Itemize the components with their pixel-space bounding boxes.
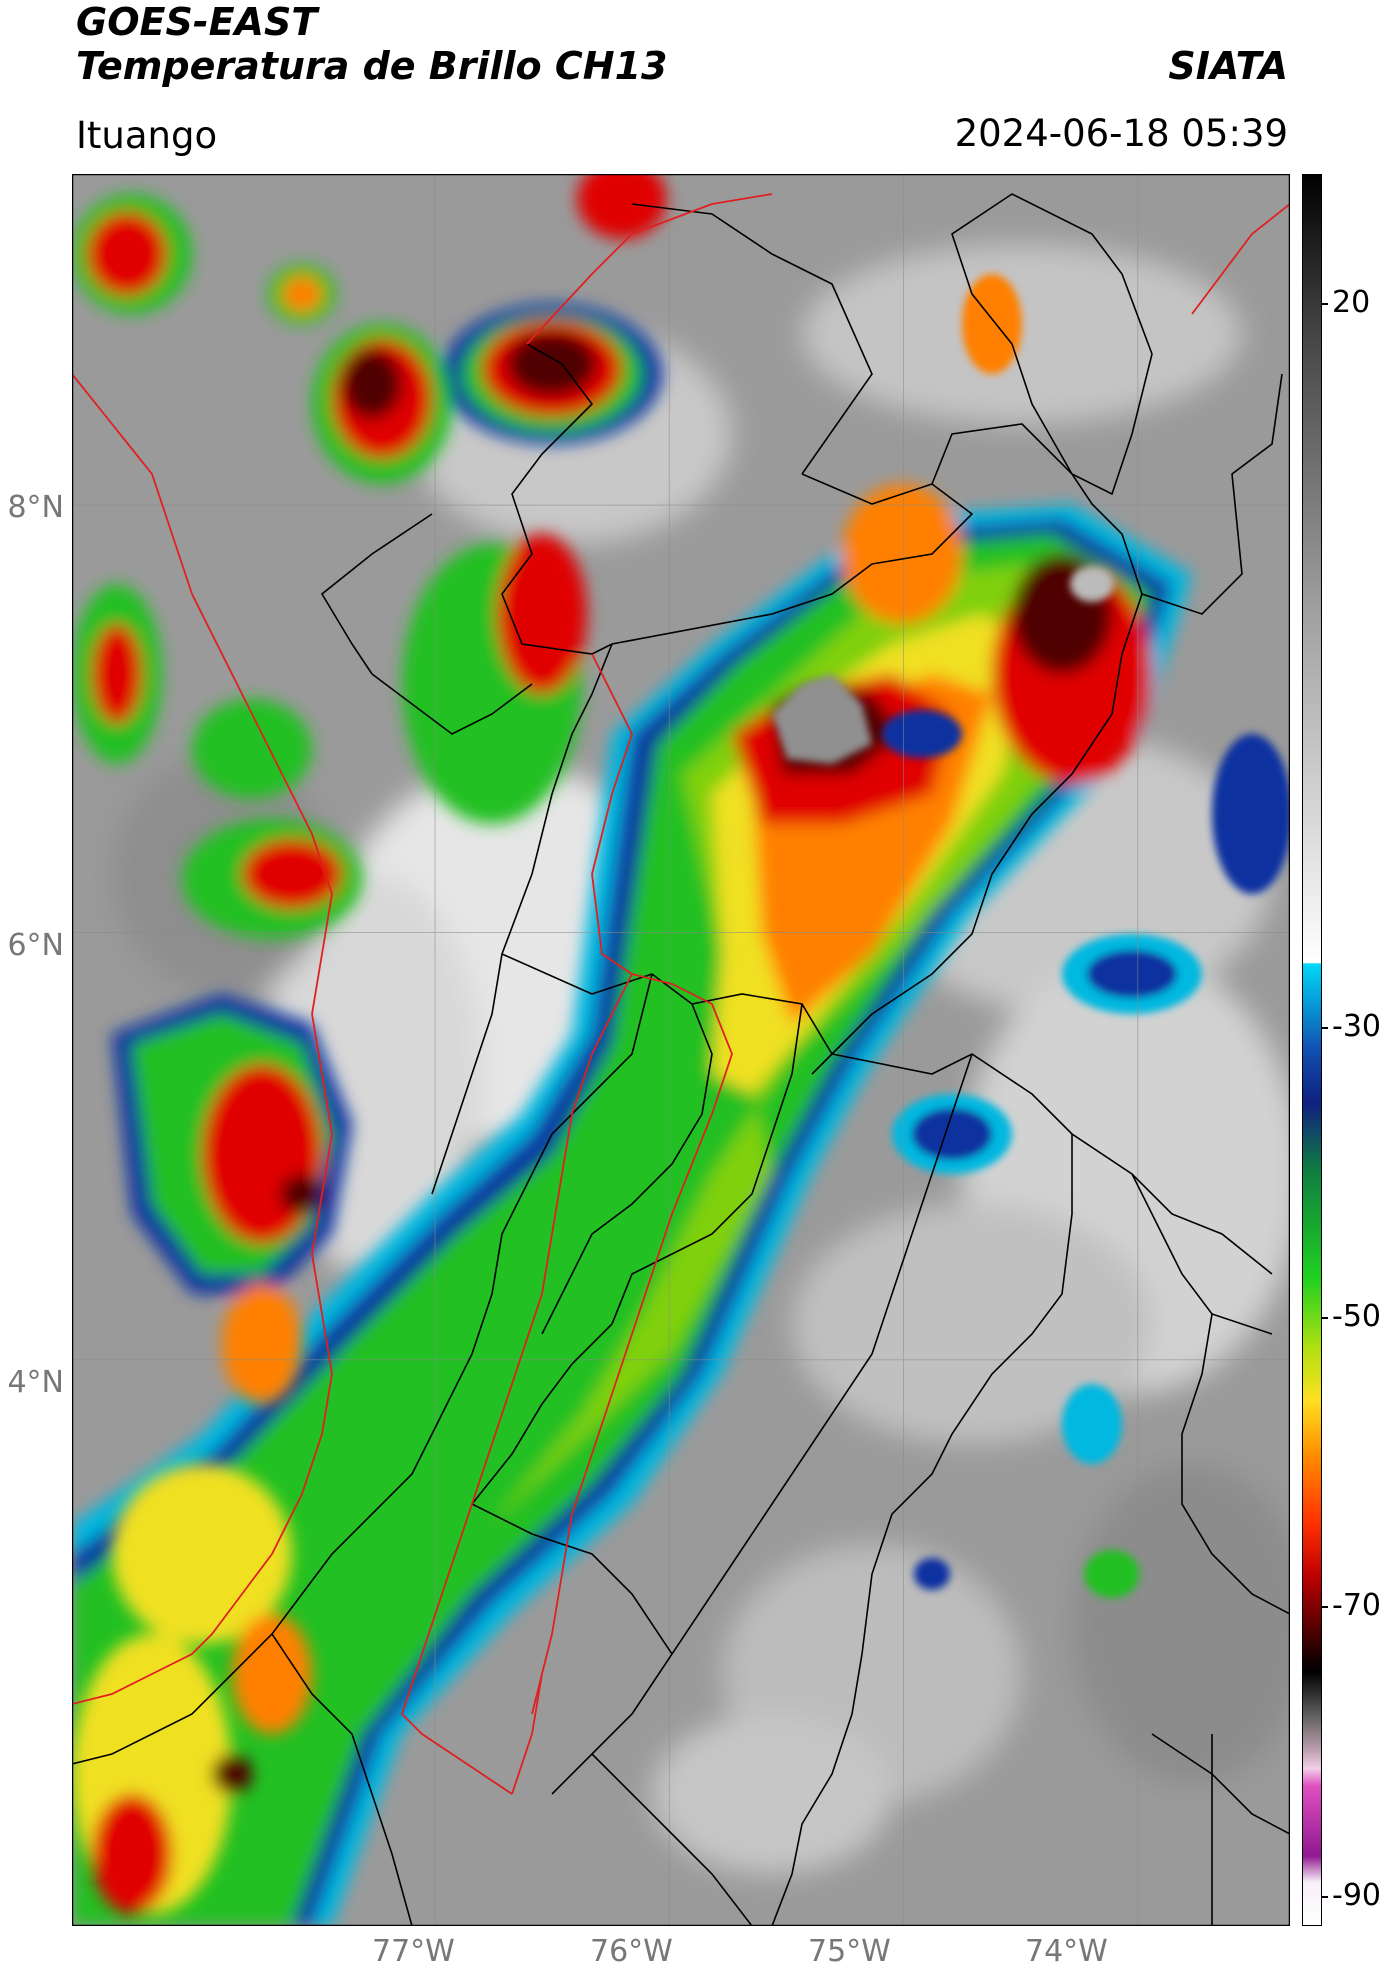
colorbar-tick-mark — [1322, 1606, 1328, 1609]
colorbar-fill — [1302, 174, 1322, 1926]
colorbar-tick-label: -90 — [1332, 1878, 1381, 1914]
lon-label-77: 77°W — [372, 1934, 455, 1969]
satellite-map: 8°N 6°N 4°N 77°W 76°W 75°W 74°W — [7, 174, 1290, 1969]
colorbar-tick-mark — [1322, 1027, 1328, 1030]
datetime-label: 2024-06-18 05:39 — [954, 112, 1288, 155]
satellite-title: GOES-EAST — [76, 0, 318, 44]
graticule — [72, 174, 1290, 1926]
southwest-band — [72, 994, 352, 1914]
colorbar — [1302, 174, 1322, 1926]
map-frame — [72, 174, 1290, 1926]
lat-label-4: 4°N — [7, 1365, 64, 1400]
colorbar-tick-mark — [1322, 303, 1328, 306]
lat-label-8: 8°N — [7, 490, 64, 525]
product-title: Temperatura de Brillo CH13 — [76, 44, 668, 88]
lon-label-74: 74°W — [1025, 1934, 1108, 1969]
location-label: Ituango — [76, 114, 218, 157]
colorbar-frame — [1302, 174, 1322, 1926]
org-label: SIATA — [1168, 44, 1288, 88]
colorbar-tick-mark — [1322, 1316, 1328, 1319]
region-outline — [72, 193, 1290, 1795]
lat-label-6: 6°N — [7, 928, 64, 963]
colorbar-tick-label: -70 — [1332, 1588, 1381, 1624]
colorbar-tick-mark — [1322, 1896, 1328, 1899]
admin-boundaries — [72, 193, 1290, 1926]
map-canvas — [72, 174, 1290, 1926]
convective-band — [72, 484, 1192, 1926]
lon-label-76: 76°W — [590, 1934, 673, 1969]
colorbar-tick-label: -50 — [1332, 1298, 1381, 1334]
colorbar-tick-label: -30 — [1332, 1009, 1381, 1045]
colorbar-tick-label: 20 — [1332, 285, 1371, 321]
cold-cloud-top — [772, 566, 1114, 764]
lon-label-75: 75°W — [808, 1934, 891, 1969]
